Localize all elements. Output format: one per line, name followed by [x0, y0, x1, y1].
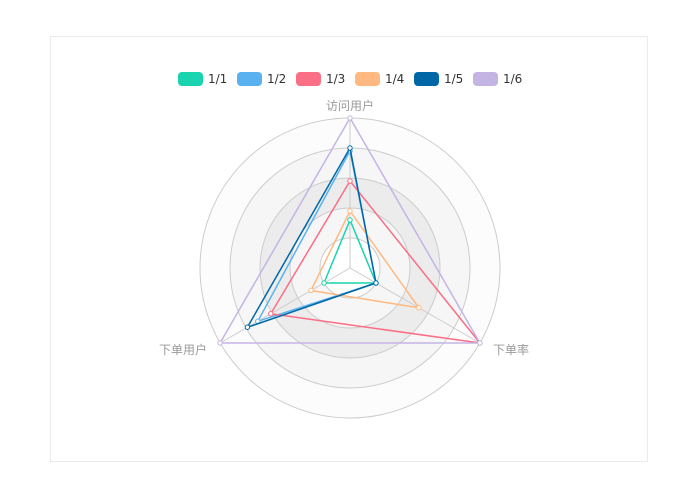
- series-point-4-1[interactable]: [373, 280, 379, 286]
- legend-swatch-0[interactable]: [178, 72, 203, 86]
- series-point-5-2[interactable]: [217, 340, 223, 346]
- series-line-4[interactable]: [246, 147, 377, 329]
- axis-line-2: [219, 267, 351, 344]
- legend-swatch-5[interactable]: [473, 72, 498, 86]
- legend-item-1[interactable]: 1/2: [237, 72, 286, 86]
- legend-label-5[interactable]: 1/6: [503, 72, 522, 86]
- axis-label-2: 下单用户: [159, 342, 207, 357]
- series-point-5-1[interactable]: [477, 340, 483, 346]
- series-line-2[interactable]: [270, 180, 481, 344]
- series-point-3-0[interactable]: [347, 208, 353, 214]
- legend-swatch-3[interactable]: [355, 72, 380, 86]
- series-point-0-2[interactable]: [321, 280, 327, 286]
- axis-label-0: 访问用户: [326, 98, 374, 113]
- legend-item-4[interactable]: 1/5: [414, 72, 463, 86]
- legend-label-0[interactable]: 1/1: [208, 72, 227, 86]
- legend-swatch-4[interactable]: [414, 72, 439, 86]
- series-4[interactable]: [244, 145, 379, 330]
- legend-label-4[interactable]: 1/5: [444, 72, 463, 86]
- series-point-4-2[interactable]: [244, 324, 251, 330]
- series-point-2-0[interactable]: [347, 178, 353, 184]
- legend-label-3[interactable]: 1/4: [385, 72, 404, 86]
- series-line-3[interactable]: [310, 210, 420, 309]
- axis-label-1: 下单率: [493, 342, 529, 357]
- legend-label-1[interactable]: 1/2: [267, 72, 286, 86]
- legend-item-3[interactable]: 1/4: [355, 72, 404, 86]
- series-line-0[interactable]: [323, 219, 377, 284]
- series-line-5[interactable]: [219, 117, 481, 344]
- series-point-3-1[interactable]: [416, 305, 422, 311]
- series-point-0-0[interactable]: [347, 217, 353, 223]
- axis-line-1: [349, 267, 481, 344]
- series-3[interactable]: [308, 208, 422, 311]
- legend-item-2[interactable]: 1/3: [296, 72, 345, 86]
- legend: 1/1 1/2 1/3 1/4 1/5 1/6: [178, 72, 522, 86]
- radar-axis-lines: [219, 118, 481, 344]
- legend-swatch-1[interactable]: [237, 72, 262, 86]
- legend-item-0[interactable]: 1/1: [178, 72, 227, 86]
- series-point-3-2[interactable]: [308, 287, 314, 294]
- series-point-5-0[interactable]: [347, 115, 353, 121]
- radar-series: [217, 115, 483, 346]
- series-point-4-0[interactable]: [347, 145, 353, 151]
- series-5[interactable]: [217, 115, 483, 346]
- legend-item-5[interactable]: 1/6: [473, 72, 522, 86]
- legend-label-2[interactable]: 1/3: [326, 72, 345, 86]
- legend-swatch-2[interactable]: [296, 72, 321, 86]
- series-point-2-2[interactable]: [268, 311, 274, 317]
